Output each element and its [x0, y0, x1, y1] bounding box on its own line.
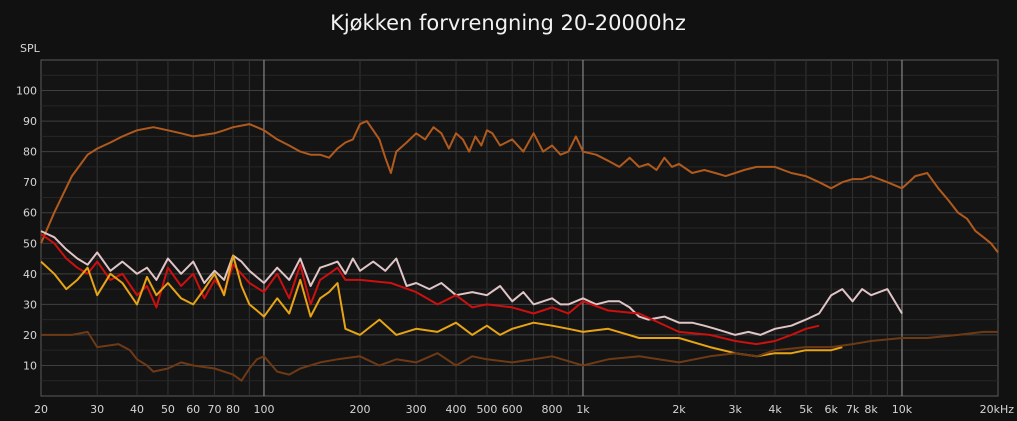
x-tick-label: 40: [130, 403, 144, 416]
x-tick-label: 600: [502, 403, 523, 416]
x-tick-label: 4k: [768, 403, 782, 416]
y-tick-label: 70: [23, 176, 37, 189]
y-tick-label: 20: [23, 329, 37, 342]
series-layer: [40, 120, 999, 382]
series-line-3: [40, 233, 820, 346]
x-tick-label: 300: [406, 403, 427, 416]
minor-grid: [41, 60, 998, 396]
x-tick-label: 8k: [864, 403, 878, 416]
series-line-2: [40, 230, 903, 336]
x-tick-label: 60: [186, 403, 200, 416]
y-tick-label: 10: [23, 359, 37, 372]
y-tick-label: 80: [23, 146, 37, 159]
y-tick-label: 100: [16, 85, 37, 98]
x-tick-label: 800: [542, 403, 563, 416]
x-tick-label: 20: [34, 403, 48, 416]
x-tick-label: 5k: [799, 403, 813, 416]
y-tick-labels: 10 20 30 40 50 60 70 80 90 100: [16, 85, 37, 373]
x-tick-label: 10k: [892, 403, 913, 416]
y-tick-label: 50: [23, 237, 37, 250]
series-line-1: [40, 120, 999, 254]
y-tick-label: 30: [23, 298, 37, 311]
x-tick-label: 50: [161, 403, 175, 416]
x-tick-labels: 20 30 40 50 60 70 80 100 200 300 400 500 600 800 1k 2k 3…: [34, 403, 1014, 416]
x-tick-label: 20kHz: [980, 403, 1015, 416]
x-tick-label: 80: [226, 403, 240, 416]
series-line-4: [40, 254, 843, 358]
chart-title: Kjøkken forvrengning 20-20000hz: [330, 11, 686, 35]
major-grid: [263, 60, 903, 396]
x-tick-label: 1k: [576, 403, 590, 416]
y-tick-label: 90: [23, 115, 37, 128]
x-tick-label: 70: [208, 403, 222, 416]
y-axis-label: SPL: [20, 42, 41, 55]
x-tick-label: 2k: [672, 403, 686, 416]
x-tick-label: 30: [90, 403, 104, 416]
y-tick-label: 40: [23, 268, 37, 281]
x-tick-label: 500: [476, 403, 497, 416]
series-line-5: [41, 330, 998, 382]
x-tick-label: 3k: [728, 403, 742, 416]
x-tick-label: 7k: [846, 403, 860, 416]
x-tick-label: 400: [446, 403, 467, 416]
x-tick-label: 100: [253, 403, 274, 416]
x-tick-label: 200: [350, 403, 371, 416]
x-tick-label: 6k: [825, 403, 839, 416]
y-tick-label: 60: [23, 207, 37, 220]
